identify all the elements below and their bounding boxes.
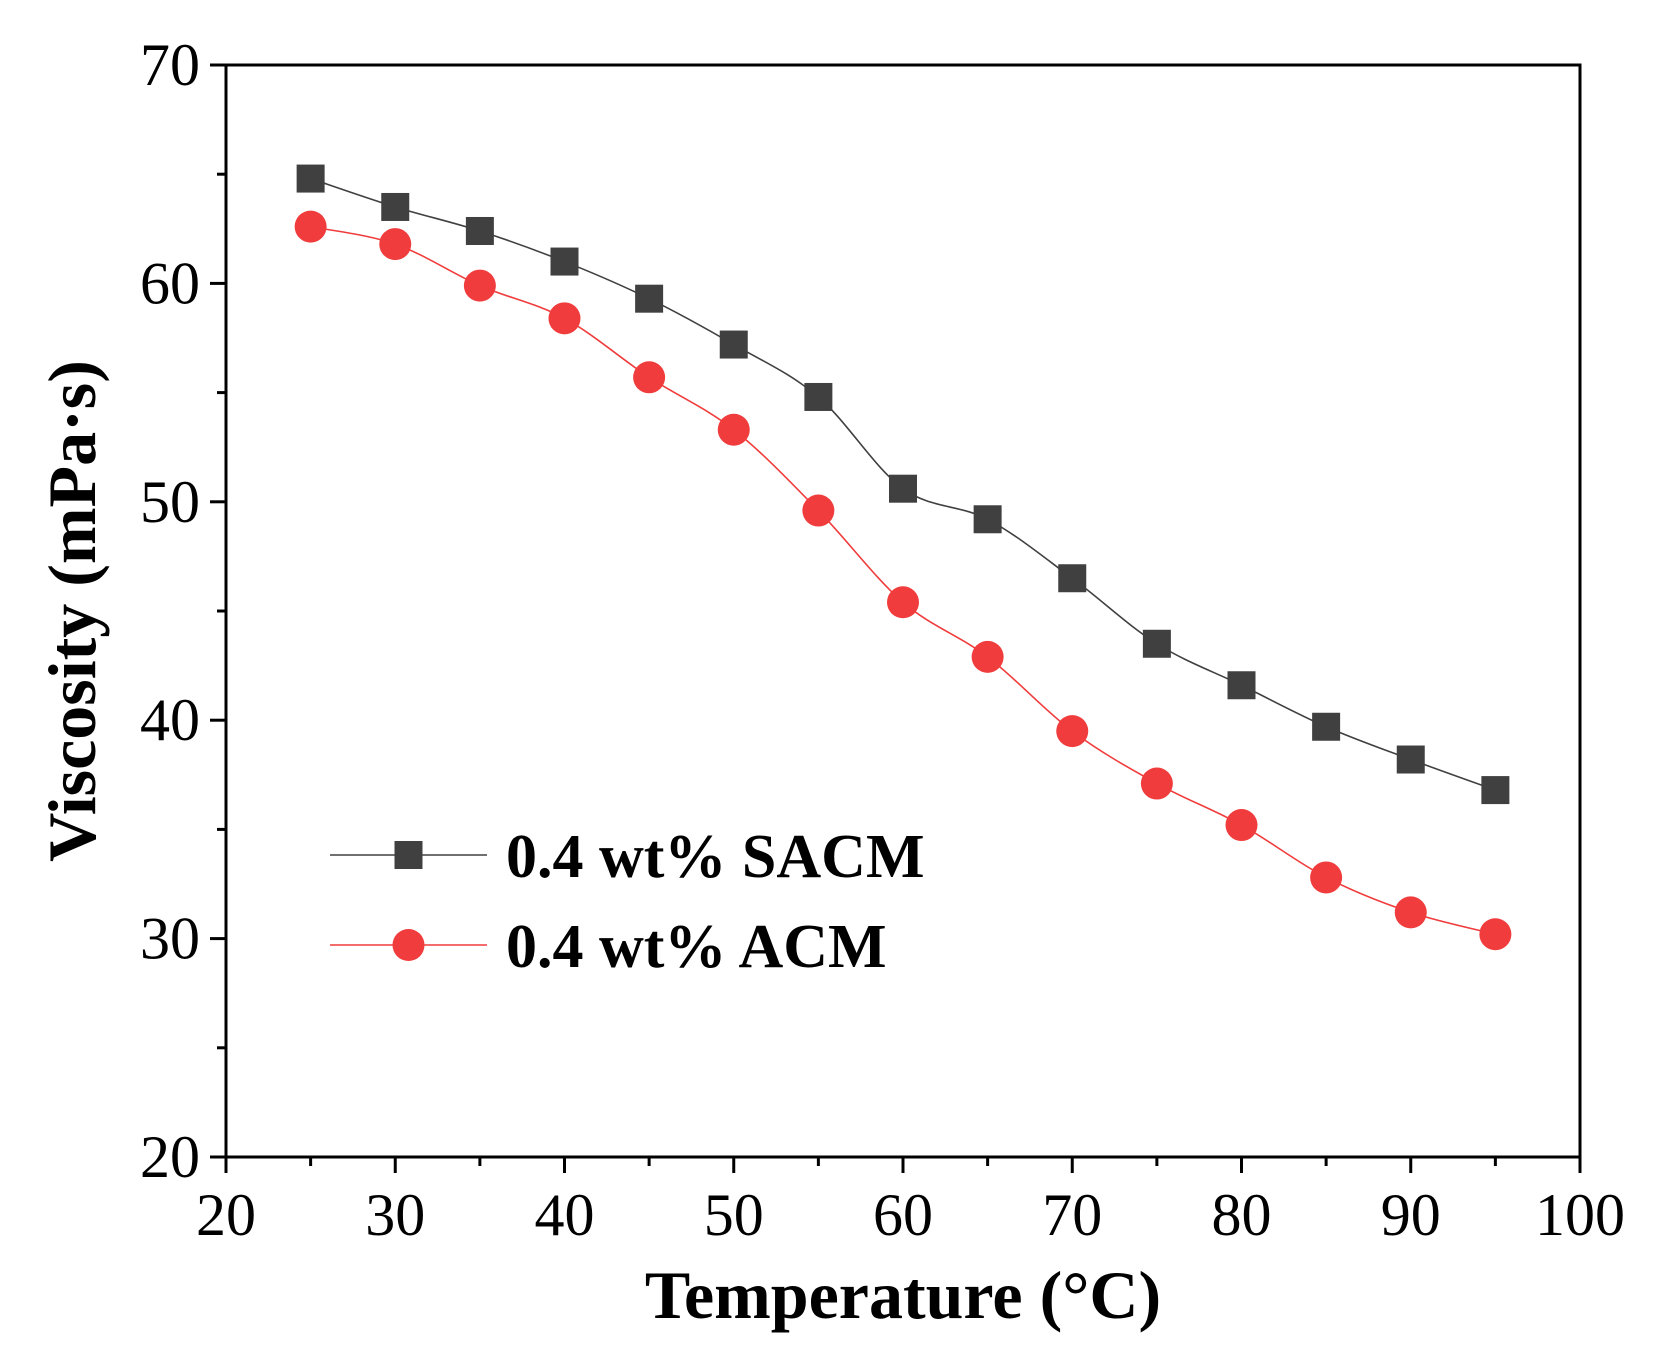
data-point-sacm-85 (1312, 712, 1341, 741)
axes-layer: 20 30 40 50 60 70 80 90 100 20 30 40 50 60 70 (140, 32, 1625, 1248)
legend: 0.4 wt% SACM 0.4 wt% ACM (330, 823, 924, 981)
data-point-sacm-95 (1481, 776, 1510, 805)
data-point-sacm-55 (804, 382, 833, 411)
series-layer (294, 164, 1512, 951)
data-point-acm-70 (1056, 715, 1089, 748)
x-tick-label: 40 (535, 1182, 595, 1248)
data-point-acm-80 (1225, 809, 1258, 842)
x-tick-label: 100 (1535, 1182, 1625, 1248)
y-tick-label: 40 (140, 687, 200, 753)
x-tick-label: 20 (196, 1182, 256, 1248)
data-point-sacm-65 (973, 505, 1002, 534)
data-point-sacm-30 (381, 192, 410, 221)
data-point-sacm-60 (889, 474, 917, 503)
data-point-sacm-35 (465, 216, 494, 245)
data-point-sacm-40 (550, 247, 579, 276)
data-point-acm-30 (379, 228, 412, 261)
series-sacm (296, 164, 1510, 805)
data-point-acm-45 (633, 361, 666, 394)
x-tick-label: 90 (1381, 1182, 1441, 1248)
x-tick-label: 70 (1042, 1182, 1102, 1248)
y-tick-label: 50 (140, 469, 200, 535)
y-axis-title: Viscosity (mPa·s) (34, 360, 110, 862)
legend-marker-acm (392, 929, 425, 961)
data-point-acm-25 (294, 210, 327, 243)
y-tick-label: 30 (140, 906, 200, 972)
legend-label-acm: 0.4 wt% ACM (506, 913, 887, 981)
data-point-acm-90 (1394, 896, 1427, 929)
legend-entry-acm: 0.4 wt% ACM (330, 913, 887, 981)
data-point-acm-40 (548, 302, 581, 335)
data-point-acm-75 (1140, 767, 1173, 800)
data-point-acm-60 (887, 586, 919, 619)
data-point-acm-35 (463, 269, 496, 302)
data-point-acm-95 (1479, 918, 1512, 951)
y-tick-label: 60 (140, 250, 200, 316)
legend-entry-sacm: 0.4 wt% SACM (330, 823, 924, 891)
data-point-sacm-75 (1142, 629, 1171, 658)
data-point-sacm-70 (1058, 564, 1087, 593)
y-tick-label: 20 (140, 1124, 200, 1190)
data-point-sacm-90 (1396, 745, 1425, 774)
legend-marker-sacm (394, 841, 423, 869)
x-tick-label: 80 (1212, 1182, 1272, 1248)
data-point-acm-85 (1310, 861, 1343, 894)
data-point-acm-50 (717, 413, 750, 446)
data-point-sacm-25 (296, 164, 325, 193)
y-tick-label: 70 (140, 32, 200, 98)
x-axis-title: Temperature (°C) (645, 1257, 1161, 1333)
data-point-acm-55 (802, 494, 835, 527)
x-tick-label: 60 (873, 1182, 933, 1248)
data-point-acm-65 (971, 640, 1004, 673)
x-tick-label: 30 (365, 1182, 425, 1248)
legend-label-sacm: 0.4 wt% SACM (506, 823, 924, 891)
series-acm (294, 210, 1512, 951)
data-point-sacm-50 (719, 330, 748, 359)
data-point-sacm-80 (1227, 671, 1256, 700)
x-tick-label: 50 (704, 1182, 764, 1248)
data-point-sacm-45 (635, 284, 664, 313)
